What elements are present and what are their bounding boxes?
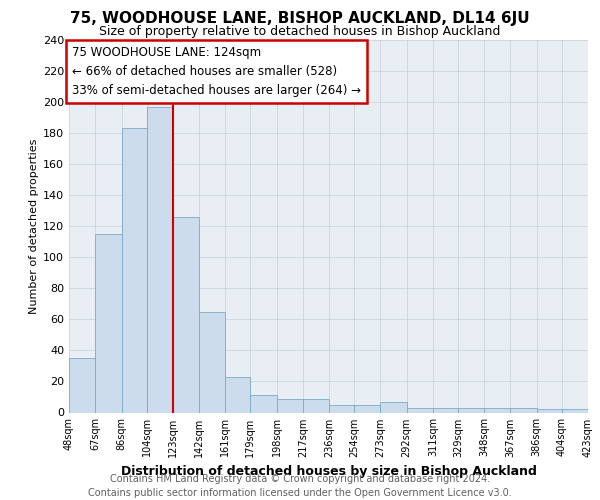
Text: Contains HM Land Registry data © Crown copyright and database right 2024.
Contai: Contains HM Land Registry data © Crown c…	[88, 474, 512, 498]
Bar	[407, 408, 433, 412]
Text: 75 WOODHOUSE LANE: 124sqm
← 66% of detached houses are smaller (528)
33% of semi: 75 WOODHOUSE LANE: 124sqm ← 66% of detac…	[72, 46, 361, 97]
Bar	[69, 358, 95, 412]
Y-axis label: Number of detached properties: Number of detached properties	[29, 138, 39, 314]
Text: Size of property relative to detached houses in Bishop Auckland: Size of property relative to detached ho…	[100, 25, 500, 38]
Bar	[122, 128, 146, 412]
Bar	[303, 398, 329, 412]
Bar	[95, 234, 122, 412]
X-axis label: Distribution of detached houses by size in Bishop Auckland: Distribution of detached houses by size …	[121, 465, 536, 478]
Bar	[562, 410, 588, 412]
Bar	[511, 408, 537, 412]
Bar	[173, 217, 199, 412]
Bar	[146, 106, 173, 412]
Bar	[250, 396, 277, 412]
Bar	[458, 408, 484, 412]
Bar	[199, 312, 226, 412]
Bar	[380, 402, 407, 412]
Bar	[277, 398, 303, 412]
Bar	[537, 410, 562, 412]
Bar	[484, 408, 511, 412]
Bar	[329, 404, 354, 412]
Bar	[354, 404, 380, 412]
Text: 75, WOODHOUSE LANE, BISHOP AUCKLAND, DL14 6JU: 75, WOODHOUSE LANE, BISHOP AUCKLAND, DL1…	[70, 12, 530, 26]
Bar	[226, 377, 250, 412]
Bar	[433, 408, 458, 412]
